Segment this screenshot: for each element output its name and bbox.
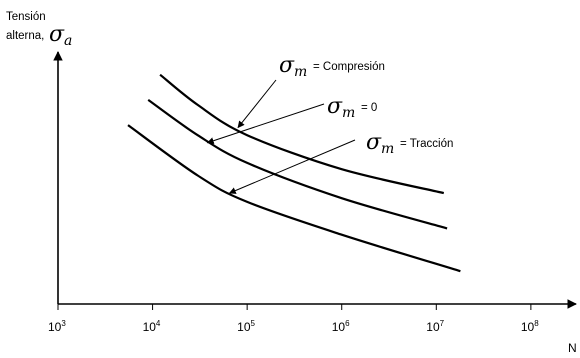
series-label-symbol-base: σ [366,130,382,155]
series-curve-2 [127,124,461,273]
series-label-symbol-base: σ [327,94,343,119]
annotation-arrow [206,103,325,145]
y-axis-label-line1: Tensión [6,11,46,23]
series-curve-1 [147,99,448,230]
y-axis-symbol-base: σ [49,22,65,47]
x-tick-exp: 8 [534,319,539,328]
x-axis-label: N [568,341,577,355]
series-label-suffix: = Compresión [313,61,385,73]
x-tick-exp: 7 [440,319,445,328]
series-label-symbol: σm [279,53,307,80]
curves [127,73,461,273]
x-tick-base: 10 [48,320,62,334]
series-label-symbol: σm [327,94,355,121]
x-tick-base: 10 [426,320,440,334]
annotation-arrow [237,79,277,129]
series-label-symbol-sub: m [381,141,394,157]
series-label-suffix: = 0 [361,102,377,114]
x-tick-exp: 4 [156,319,161,328]
series-label-symbol-sub: m [294,64,307,80]
series-label-suffix: = Tracción [400,138,453,150]
x-tick-base: 10 [143,320,157,334]
x-tick-base: 10 [521,320,535,334]
x-tick-label: 108 [521,319,539,334]
x-tick-exp: 6 [345,319,350,328]
x-tick-exp: 5 [251,319,256,328]
x-tick-label: 107 [426,319,444,334]
x-tick-exp: 3 [61,319,66,328]
series-curve-0 [159,73,445,195]
x-ticks: 103 104 105 106 107 108 [48,304,539,334]
y-axis-symbol-sub: a [64,33,72,49]
x-tick-label: 104 [143,319,161,334]
x-tick-base: 10 [237,320,251,334]
series-label-symbol-sub: m [342,105,355,121]
y-axis-label-line2: alterna, [6,30,44,42]
series-label-symbol-base: σ [279,53,295,78]
x-tick-label: 106 [332,319,350,334]
x-tick-label: 103 [48,319,66,334]
annotation-arrow [228,139,356,194]
x-tick-label: 105 [237,319,255,334]
x-tick-base: 10 [332,320,346,334]
y-axis-symbol: σa [49,22,72,49]
series-label-symbol: σm [366,130,394,157]
